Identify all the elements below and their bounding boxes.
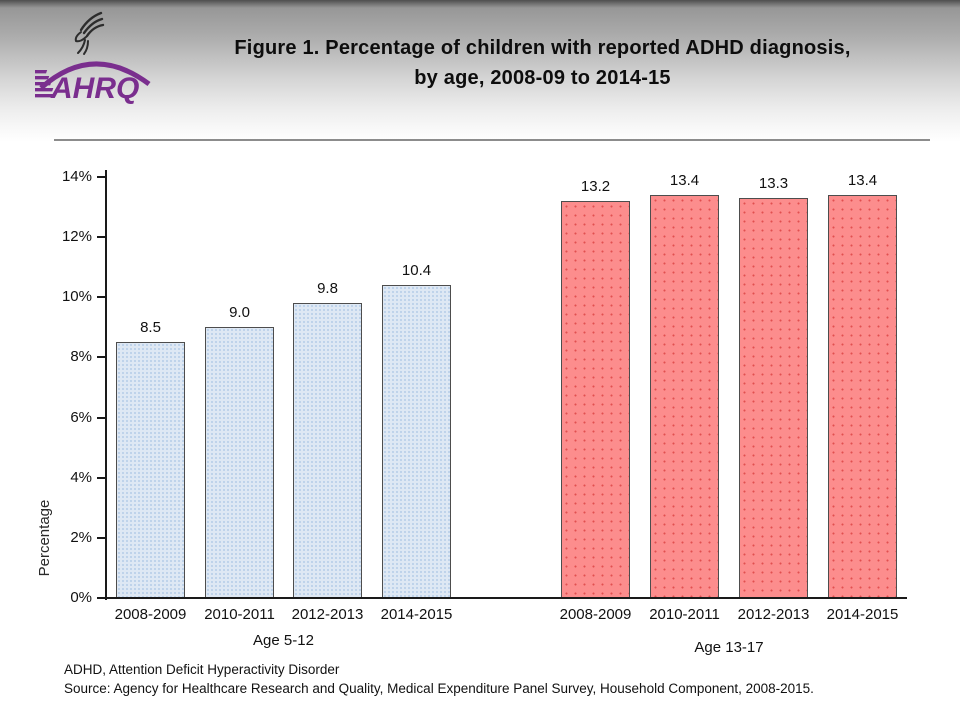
chart-area: Percentage 0% 2% 4% 6% 8% 10% 12% 14% 8.5 2008-20… xyxy=(0,150,960,660)
bar-age-13-17-2010-2011 xyxy=(650,195,719,598)
y-tick-label: 8% xyxy=(70,348,92,366)
bar-value-label: 10.4 xyxy=(401,262,432,280)
header-gradient xyxy=(0,0,960,142)
hhs-eagle-icon xyxy=(74,11,105,55)
x-axis-label: 2008-2009 xyxy=(114,606,187,623)
bar-age-13-17-2014-2015 xyxy=(828,195,897,598)
y-axis-line xyxy=(105,170,107,600)
bar-value-label: 13.4 xyxy=(669,172,700,190)
title-line-1: Figure 1. Percentage of children with re… xyxy=(234,37,851,59)
bar-value-label: 9.8 xyxy=(317,280,338,298)
y-tick xyxy=(97,296,105,299)
ahrq-stripes-icon xyxy=(35,70,56,98)
slide-title: Figure 1. Percentage of children with re… xyxy=(145,33,940,93)
bar-age-5-12-2008-2009 xyxy=(116,342,185,598)
bar-age-5-12-2010-2011 xyxy=(205,327,274,598)
header-divider xyxy=(54,139,930,141)
y-tick xyxy=(97,416,105,419)
bar-value-label: 8.5 xyxy=(140,319,161,337)
y-tick-label: 12% xyxy=(61,228,92,246)
y-tick xyxy=(97,356,105,359)
bar-value-label: 13.2 xyxy=(580,178,611,196)
bar-age-5-12-2012-2013 xyxy=(293,303,362,598)
y-tick xyxy=(97,476,105,479)
title-line-2: by age, 2008-09 to 2014-15 xyxy=(414,67,671,89)
ahrq-logo-text: AHRQ xyxy=(50,72,139,105)
y-tick-label: 0% xyxy=(70,589,92,606)
y-tick xyxy=(97,597,105,599)
x-axis-line xyxy=(105,597,907,599)
bar-age-13-17-2012-2013 xyxy=(739,198,808,598)
x-axis-label: 2012-2013 xyxy=(291,606,364,623)
x-axis-label: 2008-2009 xyxy=(559,606,632,623)
x-axis-label: 2012-2013 xyxy=(737,606,810,623)
y-tick-label: 6% xyxy=(70,408,92,426)
bar-age-5-12-2014-2015 xyxy=(382,285,451,598)
footnote-line-1: ADHD, Attention Deficit Hyperactivity Di… xyxy=(64,662,340,677)
y-tick xyxy=(97,536,105,539)
y-tick xyxy=(97,176,105,178)
x-axis-label: 2010-2011 xyxy=(204,606,275,623)
bar-value-label: 9.0 xyxy=(229,304,250,322)
bar-value-label: 13.3 xyxy=(758,175,789,193)
y-tick-label: 10% xyxy=(61,288,92,306)
ahrq-logo: AHRQ xyxy=(35,6,155,110)
footnote-line-2: Source: Agency for Healthcare Research a… xyxy=(64,680,814,696)
ahrq-arc xyxy=(39,61,151,90)
x-axis-label: 2010-2011 xyxy=(649,606,720,623)
y-tick-label: 2% xyxy=(70,528,92,546)
x-axis-label: 2014-2015 xyxy=(826,606,899,623)
y-tick-label: 14% xyxy=(61,168,92,185)
footnote: ADHD, Attention Deficit Hyperactivity Di… xyxy=(64,661,814,698)
bar-age-13-17-2008-2009 xyxy=(561,201,630,598)
x-axis-group-label: Age 13-17 xyxy=(694,639,764,656)
bar-value-label: 13.4 xyxy=(847,172,878,190)
y-tick xyxy=(97,236,105,239)
x-axis-group-label: Age 5-12 xyxy=(253,632,314,649)
y-tick-label: 4% xyxy=(70,468,92,486)
ahrq-logotype: AHRQ xyxy=(35,61,151,105)
x-axis-label: 2014-2015 xyxy=(380,606,453,623)
